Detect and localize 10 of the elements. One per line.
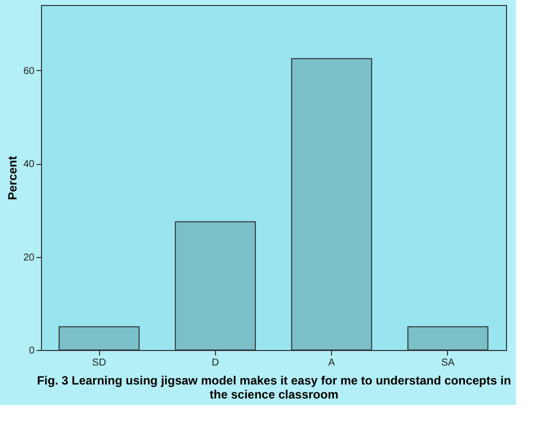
y-tick-label: 20 bbox=[23, 252, 35, 264]
y-tick-label: 60 bbox=[23, 66, 35, 77]
y-axis-title: Percent bbox=[5, 156, 20, 200]
y-tick-label: 40 bbox=[23, 159, 35, 170]
y-tick-label: 0 bbox=[28, 346, 35, 356]
x-tick-label: D bbox=[212, 358, 219, 368]
x-axis-title: Fig. 3 Learning using jigsaw model makes it easy for me to understand concepts in the science classroom bbox=[36, 374, 512, 402]
x-tick-label: A bbox=[328, 358, 336, 368]
x-tick-label: SD bbox=[92, 358, 106, 368]
x-tick-label: SA bbox=[441, 358, 455, 368]
